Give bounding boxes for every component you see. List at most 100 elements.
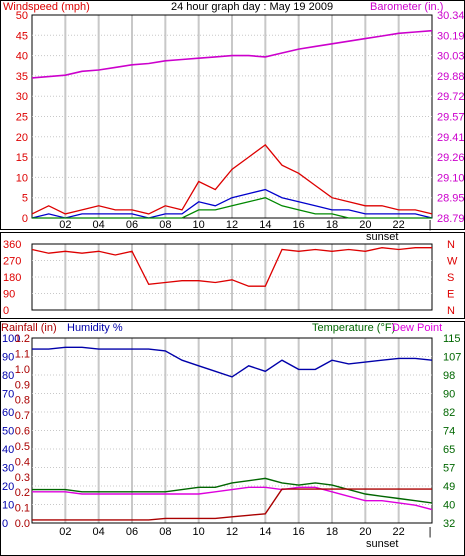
- temperature-axis-label: Temperature (°F): [312, 322, 395, 334]
- direction-compass-tick-label: N: [447, 305, 455, 317]
- rainfall-tick-label: 0.9: [15, 379, 30, 391]
- top-x-tick-label: 12: [226, 219, 238, 231]
- direction-compass-tick-label: W: [447, 256, 458, 268]
- rainfall-tick-label: 0.7: [15, 410, 30, 422]
- barometer-tick-label: 28.79: [437, 213, 465, 225]
- humidity-tick-label: 60: [2, 407, 14, 419]
- windspeed-tick-label: 20: [16, 132, 28, 144]
- direction-degree-tick-label: 360: [3, 239, 21, 251]
- bottom-chart-area: 0 10 20 30 40 50 60 70 80 90 100 0.0 0.1 0.2 0.3 0.4 0.5…: [2, 333, 461, 538]
- rainfall-tick-label: 0.2: [15, 487, 30, 499]
- top-x-tick-label: 04: [93, 219, 105, 231]
- bottom-x-tick-label: 16: [293, 526, 305, 538]
- humidity-tick-label: 50: [2, 426, 14, 438]
- temperature-tick-label: 107: [443, 352, 461, 364]
- temperature-tick-label: 74: [443, 426, 455, 438]
- humidity-tick-label: 90: [2, 352, 14, 364]
- bottom-x-tick-label: 06: [126, 526, 138, 538]
- barometer-tick-label: 29.88: [437, 71, 465, 83]
- dewpoint-axis-label: Dew Point: [392, 322, 442, 334]
- barometer-tick-label: 30.03: [437, 51, 465, 63]
- barometer-tick-label: 30.19: [437, 30, 465, 42]
- humidity-tick-label: 100: [2, 333, 20, 345]
- bottom-x-tick-label: 20: [359, 526, 371, 538]
- bottom-x-tick-label: 14: [259, 526, 271, 538]
- humidity-tick-label: 30: [2, 463, 14, 475]
- windspeed-tick-label: 35: [16, 71, 28, 83]
- top-x-tick-label: 08: [159, 219, 171, 231]
- temperature-tick-label: 82: [443, 407, 455, 419]
- rainfall-tick-label: 0.1: [15, 503, 30, 515]
- barometer-tick-label: 29.72: [437, 91, 465, 103]
- top-x-tick-label: 16: [293, 219, 305, 231]
- direction-compass-tick-label: E: [447, 289, 454, 301]
- windspeed-axis-label: Windspeed (mph): [3, 1, 90, 13]
- windspeed-tick-label: 25: [16, 112, 28, 124]
- temperature-tick-label: 40: [443, 500, 455, 512]
- windspeed-tick-label: 40: [16, 51, 28, 63]
- rainfall-tick-label: 0.6: [15, 426, 30, 438]
- temperature-tick-label: 90: [443, 389, 455, 401]
- humidity-tick-label: 70: [2, 389, 14, 401]
- humidity-tick-label: 0: [2, 518, 8, 530]
- windspeed-tick-label: 5: [22, 193, 28, 205]
- bottom-x-tick-label: 22: [393, 526, 405, 538]
- bottom-x-tick-label: 02: [59, 526, 71, 538]
- rainfall-tick-label: 1.1: [15, 348, 30, 360]
- bottom-x-tick-label: 18: [326, 526, 338, 538]
- wind-direction-series-line: [31, 247, 432, 287]
- direction-degree-tick-label: 90: [3, 289, 15, 301]
- direction-degree-tick-label: 0: [3, 305, 9, 317]
- humidity-tick-label: 40: [2, 444, 14, 456]
- bottom-x-tick-end: |: [429, 526, 432, 538]
- humidity-series-line: [32, 346, 433, 378]
- barometer-tick-label: 29.26: [437, 152, 465, 164]
- rainfall-tick-label: 0.8: [15, 395, 30, 407]
- top-x-tick-label: 10: [193, 219, 205, 231]
- direction-degree-tick-label: 180: [3, 272, 21, 284]
- barometer-axis-label: Barometer (in.): [370, 1, 443, 13]
- windspeed-tick-label: 10: [16, 172, 28, 184]
- temperature-tick-label: 98: [443, 370, 455, 382]
- top-x-tick-label: 14: [259, 219, 271, 231]
- wind-green-series-line: [32, 197, 432, 219]
- dewpoint-series-line: [32, 486, 433, 511]
- windspeed-tick-label: 0: [22, 213, 28, 225]
- windspeed-tick-label: 45: [16, 30, 28, 42]
- windspeed-series-line: [31, 144, 433, 215]
- rainfall-series-line: [32, 488, 432, 521]
- barometer-tick-label: 29.41: [437, 132, 465, 144]
- windspeed-tick-label: 15: [16, 152, 28, 164]
- barometer-tick-label: 30.34: [437, 10, 465, 22]
- top-x-tick-end: |: [429, 219, 432, 231]
- temperature-tick-label: 65: [443, 444, 455, 456]
- rainfall-tick-label: 0.4: [15, 456, 30, 468]
- humidity-axis-label: Humidity %: [67, 322, 123, 334]
- temperature-tick-label: 49: [443, 481, 455, 493]
- top-x-tick-label: 06: [126, 219, 138, 231]
- bottom-x-tick-label: 04: [93, 526, 105, 538]
- humidity-tick-label: 20: [2, 481, 14, 493]
- direction-degree-tick-label: 270: [3, 256, 21, 268]
- top-chart-area: 0 5 10 15 20 25 30 35 40 45 50 28.79 28.95 29.10 29.26…: [16, 10, 465, 231]
- barometer-tick-label: 29.57: [437, 112, 465, 124]
- chart-title: 24 hour graph day : May 19 2009: [171, 1, 333, 13]
- temperature-tick-label: 115: [443, 333, 461, 345]
- temperature-series-line: [32, 477, 433, 504]
- rainfall-axis-label: Rainfall (in): [1, 322, 57, 334]
- top-x-tick-label: 02: [59, 219, 71, 231]
- wind-average-series-line: [31, 188, 433, 219]
- top-x-tick-label: 22: [393, 219, 405, 231]
- direction-compass-tick-label: N: [447, 239, 455, 251]
- rainfall-tick-label: 0.5: [15, 441, 30, 453]
- barometer-tick-label: 28.95: [437, 193, 465, 205]
- rainfall-tick-label: 0.3: [15, 472, 30, 484]
- barometer-tick-label: 29.10: [437, 172, 465, 184]
- top-sunset-label: sunset: [366, 231, 398, 243]
- temperature-tick-label: 57: [443, 463, 455, 475]
- top-x-tick-label: 18: [326, 219, 338, 231]
- humidity-tick-label: 10: [2, 500, 14, 512]
- windspeed-tick-label: 30: [16, 91, 28, 103]
